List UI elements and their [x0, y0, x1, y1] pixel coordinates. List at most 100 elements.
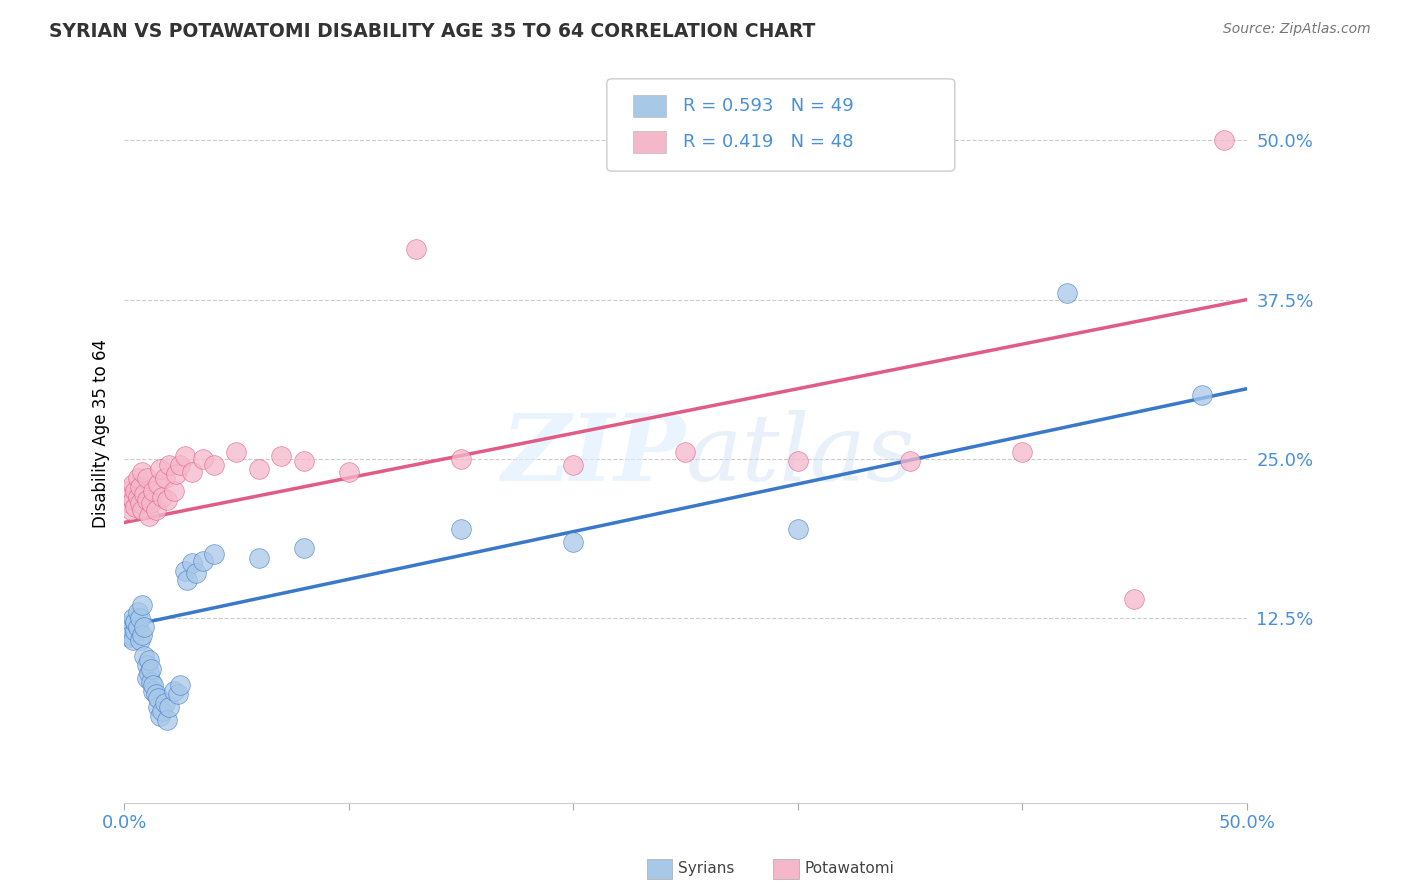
Point	[127, 471, 149, 485]
Point	[191, 554, 214, 568]
Point	[169, 678, 191, 692]
Point	[1011, 445, 1033, 459]
Point	[135, 471, 157, 485]
FancyBboxPatch shape	[607, 78, 955, 171]
Point	[673, 445, 696, 459]
Point	[169, 458, 191, 472]
Point	[450, 451, 472, 466]
Point	[157, 700, 180, 714]
Point	[405, 242, 427, 256]
Y-axis label: Disability Age 35 to 64: Disability Age 35 to 64	[93, 339, 110, 528]
Point	[135, 658, 157, 673]
Text: R = 0.593   N = 49: R = 0.593 N = 49	[683, 97, 853, 115]
Text: ZIP: ZIP	[501, 410, 685, 500]
Point	[149, 709, 172, 723]
Point	[138, 653, 160, 667]
Point	[176, 573, 198, 587]
Point	[131, 627, 153, 641]
Point	[292, 454, 315, 468]
Point	[146, 691, 169, 706]
Point	[120, 502, 142, 516]
Point	[138, 509, 160, 524]
Point	[156, 492, 179, 507]
Point	[225, 445, 247, 459]
Point	[167, 687, 190, 701]
Point	[134, 487, 156, 501]
Point	[1123, 591, 1146, 606]
Point	[142, 683, 165, 698]
Point	[124, 624, 146, 638]
Point	[127, 490, 149, 504]
Text: SYRIAN VS POTAWATOMI DISABILITY AGE 35 TO 64 CORRELATION CHART: SYRIAN VS POTAWATOMI DISABILITY AGE 35 T…	[49, 22, 815, 41]
Point	[138, 665, 160, 680]
Point	[150, 490, 173, 504]
Point	[131, 502, 153, 516]
FancyBboxPatch shape	[633, 130, 666, 153]
Point	[122, 611, 145, 625]
FancyBboxPatch shape	[633, 95, 666, 117]
Point	[127, 620, 149, 634]
Point	[124, 500, 146, 515]
Point	[145, 502, 167, 516]
Point	[134, 620, 156, 634]
Point	[1056, 286, 1078, 301]
Point	[141, 662, 163, 676]
Point	[131, 599, 153, 613]
Point	[247, 462, 270, 476]
Point	[562, 458, 585, 472]
Point	[202, 547, 225, 561]
Point	[141, 674, 163, 689]
Point	[153, 696, 176, 710]
Point	[146, 477, 169, 491]
Point	[127, 605, 149, 619]
Point	[120, 627, 142, 641]
Point	[129, 496, 152, 510]
Point	[337, 465, 360, 479]
Point	[162, 683, 184, 698]
Text: Potawatomi: Potawatomi	[804, 862, 894, 876]
Point	[156, 713, 179, 727]
Point	[562, 534, 585, 549]
Point	[150, 704, 173, 718]
Point	[124, 483, 146, 498]
Point	[270, 449, 292, 463]
Point	[134, 649, 156, 664]
Point	[142, 678, 165, 692]
Text: R = 0.419   N = 48: R = 0.419 N = 48	[683, 133, 853, 151]
Point	[129, 611, 152, 625]
Point	[124, 615, 146, 629]
Point	[247, 551, 270, 566]
Point	[191, 451, 214, 466]
Point	[129, 480, 152, 494]
Text: atlas: atlas	[685, 410, 915, 500]
Point	[141, 496, 163, 510]
Point	[129, 632, 152, 647]
Point	[115, 624, 138, 638]
Point	[120, 490, 142, 504]
Point	[118, 630, 141, 644]
Text: Source: ZipAtlas.com: Source: ZipAtlas.com	[1223, 22, 1371, 37]
Point	[202, 458, 225, 472]
Point	[180, 465, 202, 479]
Point	[135, 492, 157, 507]
Point	[898, 454, 921, 468]
Point	[157, 458, 180, 472]
Point	[1213, 133, 1236, 147]
Point	[145, 687, 167, 701]
Point	[292, 541, 315, 555]
Point	[118, 483, 141, 498]
Point	[142, 483, 165, 498]
Point	[118, 620, 141, 634]
Point	[173, 449, 195, 463]
Point	[131, 465, 153, 479]
Point	[120, 617, 142, 632]
Point	[149, 462, 172, 476]
Point	[1191, 388, 1213, 402]
Point	[162, 483, 184, 498]
Point	[173, 564, 195, 578]
Text: Syrians: Syrians	[678, 862, 734, 876]
Point	[786, 454, 808, 468]
Point	[180, 556, 202, 570]
Point	[118, 496, 141, 510]
Point	[165, 467, 187, 481]
